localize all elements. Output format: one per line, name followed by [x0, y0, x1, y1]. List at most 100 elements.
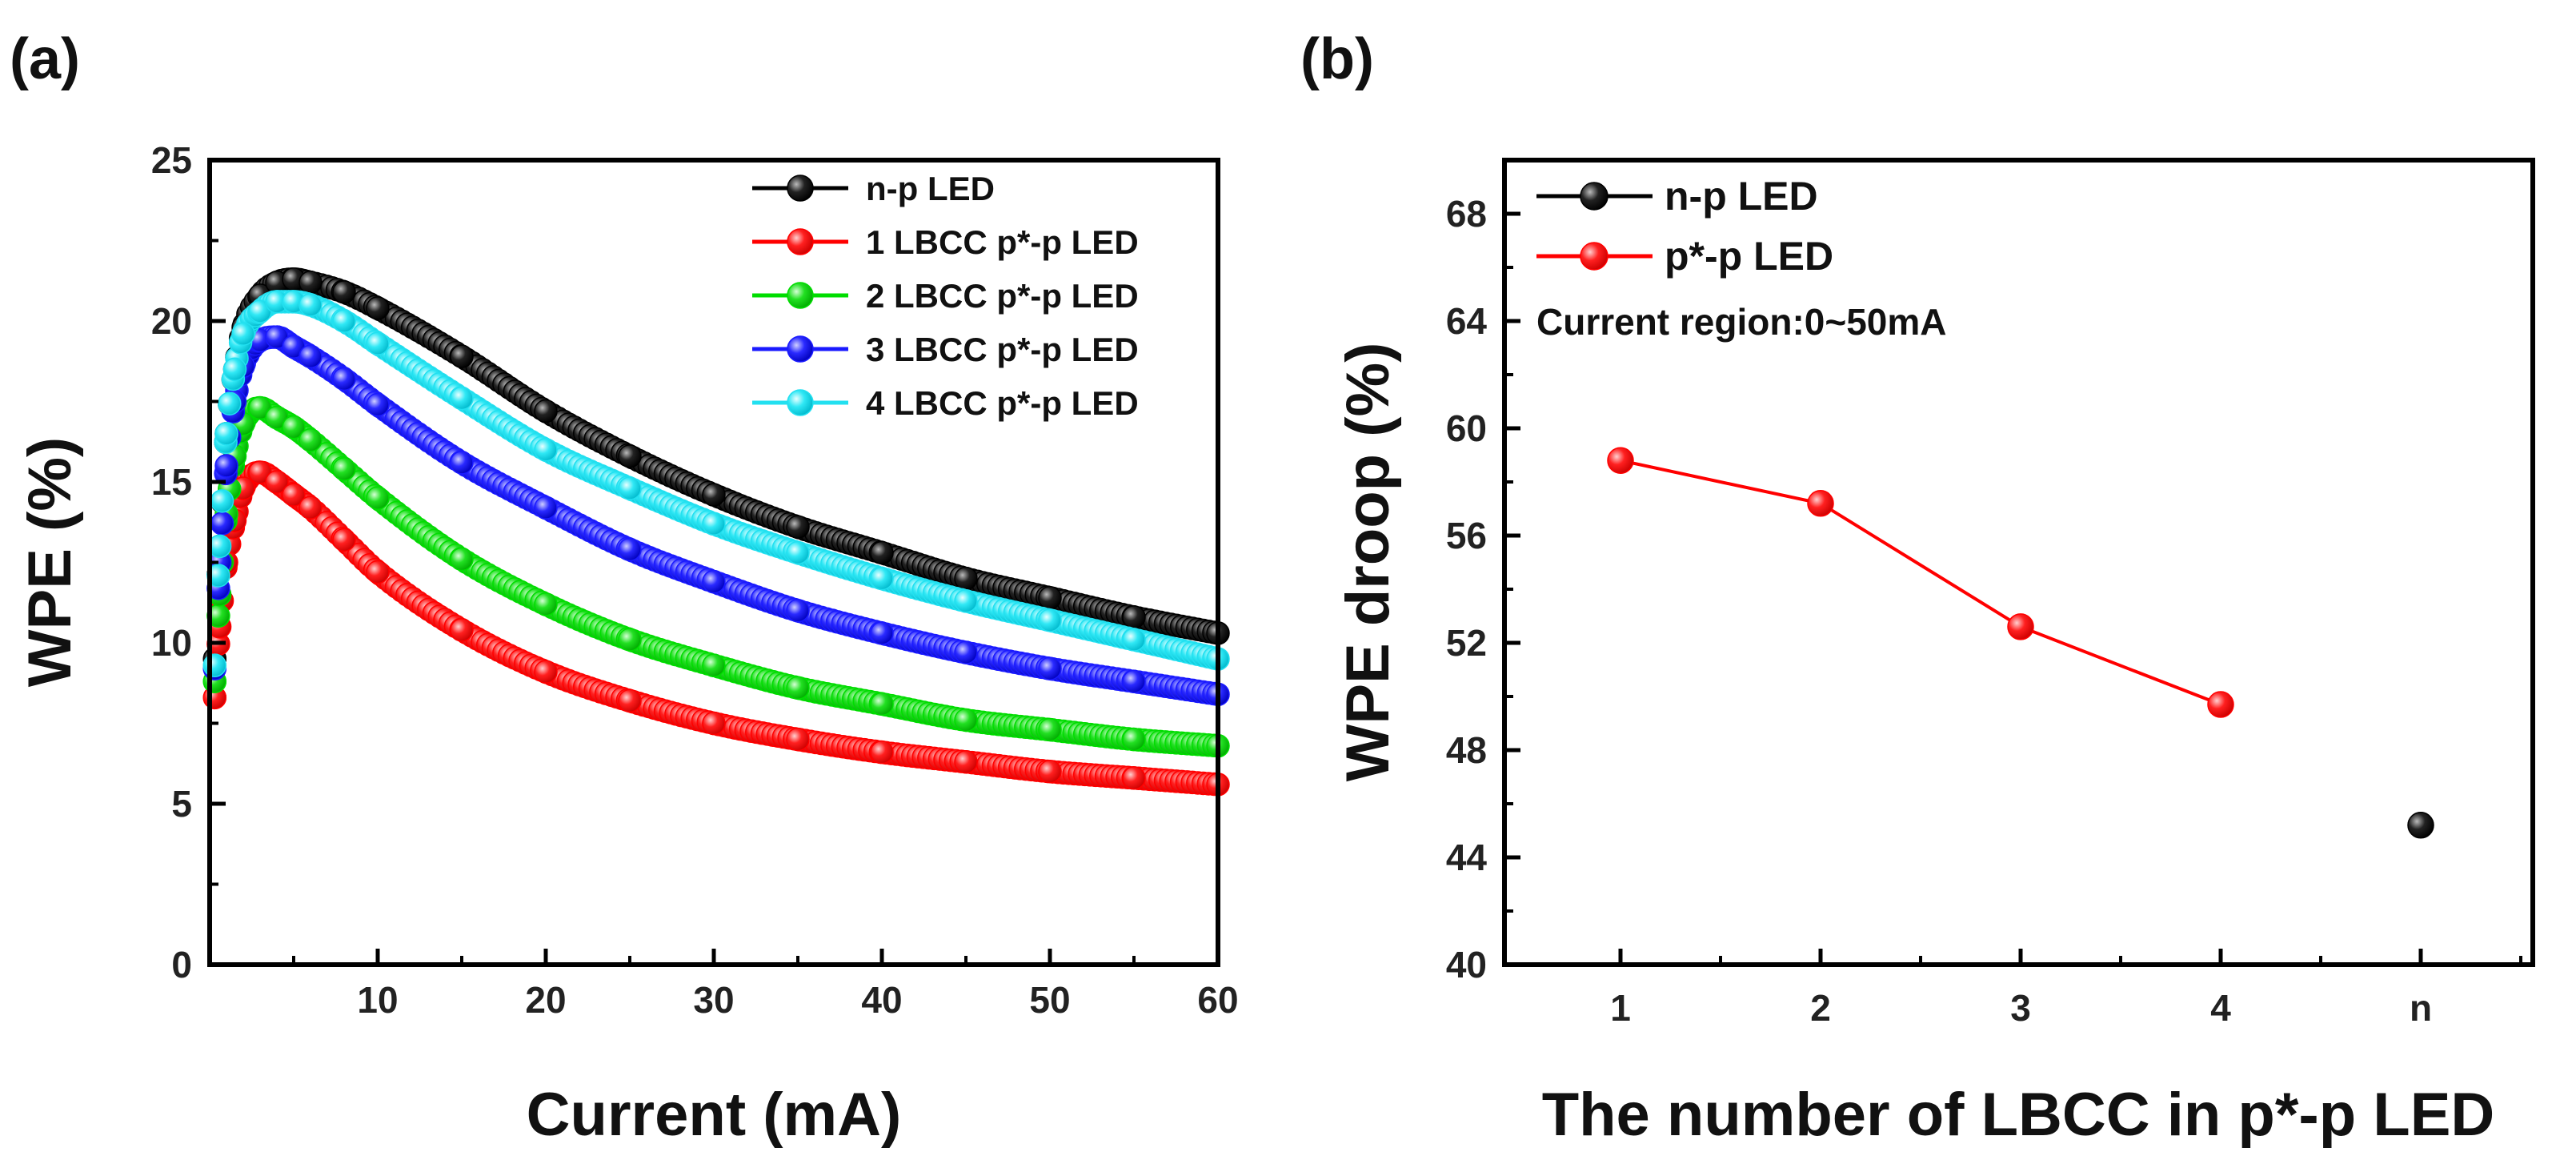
- a-legend-label: n-p LED: [866, 170, 995, 207]
- a-legend-item: n-p LED: [752, 170, 995, 207]
- b-y-tick-label: 40: [1446, 944, 1487, 985]
- a-data-point: n-p LED: 30 mA, 14.6%: [702, 483, 726, 507]
- a-data-point: n-p LED: 6 mA, 21.2%: [298, 271, 323, 295]
- a-legend-swatch-marker: [787, 335, 814, 363]
- a-x-tick-label: 40: [861, 979, 902, 1021]
- a-ticks: 10 20 30 40 50 60 0 5 10 15 20 25: [151, 139, 1239, 1021]
- a-data-point: 4 LBCC p*-p LED: 2 mA, 19.6%: [231, 322, 255, 346]
- a-data-point: n-p LED: 55 mA, 10.8%: [1122, 605, 1146, 629]
- a-data-point: 1 LBCC p*-p LED: 25 mA, 8.2%: [618, 688, 642, 713]
- a-y-tick-label: 25: [151, 139, 192, 181]
- a-data-point: 4 LBCC p*-p LED: 30 mA, 13.7%: [702, 512, 726, 536]
- a-data-point: n-p LED: 10 mA, 20.4%: [366, 296, 390, 320]
- a-x-tick-label: 20: [525, 979, 566, 1021]
- a-data-point: 3 LBCC p*-p LED: 8 mA, 18.2%: [332, 367, 356, 391]
- a-data-point: 4 LBCC p*-p LED: 25 mA, 14.8%: [618, 476, 642, 500]
- b-legend-label: n-p LED: [1665, 174, 1818, 219]
- a-legend-swatch-marker: [787, 175, 814, 202]
- b-legend: n-p LED p*-p LED: [1536, 174, 1833, 279]
- a-data-point: 1 LBCC p*-p LED: 35 mA, 7%: [786, 727, 810, 752]
- b-x-tick-label: 2: [1810, 987, 1831, 1029]
- a-series-5: 4 LBCC p*-p LED: 0.3 mA, 9.3% 4 LBCC p*-p…: [202, 290, 1230, 677]
- b-ticks: 40 44 48 52 56 60 64 68 1 2 3 4 n: [1446, 193, 2522, 1029]
- b-series-1: n-p LED: n, 45.2%: [2407, 812, 2434, 839]
- a-y-axis-title: WPE (%): [16, 437, 84, 687]
- a-data-point: n-p LED: 20 mA, 17.2%: [534, 399, 558, 423]
- a-data-point: 1 LBCC p*-p LED: 6 mA, 14.2%: [298, 496, 323, 520]
- a-data-point: 2 LBCC p*-p LED: 35 mA, 8.6%: [786, 676, 810, 700]
- a-data-point: 4 LBCC p*-p LED: 55 mA, 10.1%: [1122, 628, 1146, 652]
- b-legend-swatch-marker: [1580, 242, 1608, 271]
- a-data-point: 1 LBCC p*-p LED: 45 mA, 6.3%: [954, 749, 978, 774]
- b-y-tick-label: 48: [1446, 729, 1487, 771]
- a-data-point: 3 LBCC p*-p LED: 6 mA, 18.9%: [298, 344, 323, 368]
- a-data-point: 3 LBCC p*-p LED: 50 mA, 9.2%: [1038, 656, 1062, 680]
- a-data-point: 2 LBCC p*-p LED: 40 mA, 8.1%: [870, 692, 894, 716]
- a-data-point: 2 LBCC p*-p LED: 45 mA, 7.6%: [954, 708, 978, 733]
- b-data-point: p*-p LED: 3, 52.6%: [2007, 613, 2034, 640]
- b-x-tick-label: n: [2410, 987, 2432, 1029]
- b-annotation: Current region:0~50mA: [1536, 301, 1947, 343]
- b-series-2: p*-p LED: 1, 58.8% p*-p LED: 2, 57.2% p*-p…: [1607, 447, 2234, 718]
- a-data-point: 4 LBCC p*-p LED: 40 mA, 12%: [870, 566, 894, 591]
- plot-b: n-p LED: n, 45.2% p*-p LED: 1, 58.8%p*-p …: [1334, 158, 2535, 1149]
- a-data-point: 4 LBCC p*-p LED: 20 mA, 16%: [534, 438, 558, 462]
- a-data-point: 2 LBCC p*-p LED: 5 mA, 16.7%: [282, 415, 306, 440]
- b-legend-label: p*-p LED: [1665, 234, 1833, 279]
- b-data-point: n-p LED: n, 45.2%: [2407, 812, 2434, 839]
- a-y-tick-label: 0: [171, 944, 192, 985]
- a-data-point: n-p LED: 15 mA, 18.9%: [450, 344, 474, 368]
- b-legend-item: p*-p LED: [1536, 234, 1833, 279]
- a-data-point: 3 LBCC p*-p LED: 55 mA, 8.8%: [1122, 669, 1146, 693]
- b-y-tick-label: 44: [1446, 837, 1488, 878]
- a-data-point: n-p LED: 8 mA, 20.9%: [332, 280, 356, 304]
- a-legend-label: 1 LBCC p*-p LED: [866, 223, 1139, 261]
- a-legend-label: 3 LBCC p*-p LED: [866, 331, 1139, 368]
- b-plot-frame: [1502, 158, 2535, 967]
- b-data-point: p*-p LED: 4, 49.7%: [2207, 691, 2234, 718]
- a-data-point: 3 LBCC p*-p LED: 10 mA, 17.4%: [366, 392, 390, 417]
- a-data-point: 4 LBCC p*-p LED: 15 mA, 17.6%: [450, 386, 474, 411]
- a-data-point: 3 LBCC p*-p LED: 45 mA, 9.7%: [954, 640, 978, 664]
- a-data-point: 3 LBCC p*-p LED: 20 mA, 14.2%: [534, 496, 558, 520]
- panel-label-a: (a): [10, 27, 80, 91]
- a-data-point: 3 LBCC p*-p LED: 1 mA, 15.5%: [214, 454, 238, 478]
- a-data-point: 1 LBCC p*-p LED: 8 mA, 13.2%: [332, 528, 356, 552]
- b-series-line: [1620, 459, 2221, 706]
- a-data-point: n-p LED: 40 mA, 12.8%: [870, 540, 894, 565]
- a-data-point: 4 LBCC p*-p LED: 1 mA, 16.5%: [214, 421, 238, 446]
- a-legend-label: 2 LBCC p*-p LED: [866, 277, 1139, 315]
- a-legend-label: 4 LBCC p*-p LED: [866, 384, 1139, 422]
- a-data-point: 1 LBCC p*-p LED: 4 mA, 15%: [265, 470, 289, 494]
- b-y-tick-label: 68: [1446, 193, 1487, 235]
- a-x-tick-label: 30: [693, 979, 734, 1021]
- b-y-tick-label: 64: [1446, 300, 1488, 342]
- a-legend-swatch-marker: [787, 389, 814, 416]
- a-data-point: 2 LBCC p*-p LED: 8 mA, 15.4%: [332, 457, 356, 481]
- a-data-point: 2 LBCC p*-p LED: 15 mA, 12.6%: [450, 547, 474, 572]
- a-legend-swatch-marker: [787, 228, 814, 255]
- a-data-point: 2 LBCC p*-p LED: 25 mA, 10.1%: [618, 628, 642, 652]
- a-data-point: 1 LBCC p*-p LED: 50 mA, 6%: [1038, 760, 1062, 784]
- b-series-layer: n-p LED: n, 45.2% p*-p LED: 1, 58.8%p*-p …: [1607, 447, 2434, 839]
- a-data-point: n-p LED: 35 mA, 13.6%: [786, 515, 810, 540]
- a-data-point: [218, 391, 242, 415]
- a-data-point: 4 LBCC p*-p LED: 45 mA, 11.3%: [954, 588, 978, 613]
- b-x-tick-label: 3: [2010, 987, 2031, 1029]
- a-data-point: 2 LBCC p*-p LED: 30 mA, 9.3%: [702, 653, 726, 677]
- a-data-point: 2 LBCC p*-p LED: 6 mA, 16.3%: [298, 427, 323, 452]
- a-data-point: 4 LBCC p*-p LED: 1.5 mA, 18.5%: [222, 357, 247, 382]
- a-x-tick-label: 50: [1029, 979, 1070, 1021]
- plot-a: n-p LED: 0.3 mA, 9.5%n-p LED: 0.6 mA, 13…: [16, 139, 1239, 1149]
- b-x-tick-label: 1: [1610, 987, 1631, 1029]
- a-data-point: [210, 489, 234, 513]
- a-legend-item: 4 LBCC p*-p LED: [752, 384, 1139, 422]
- panel-label-b: (b): [1300, 27, 1374, 91]
- a-data-point: 2 LBCC p*-p LED: 55 mA, 7%: [1122, 727, 1146, 752]
- a-series-3: 2 LBCC p*-p LED: 0.3 mA, 8.8%2 LBCC p*-p…: [202, 395, 1230, 758]
- a-legend: n-p LED 1 LBCC p*-p LED 2 LBCC p*-p LED 3 L…: [752, 170, 1139, 422]
- a-data-point: n-p LED: 50 mA, 11.4%: [1038, 585, 1062, 610]
- a-x-tick-label: 60: [1197, 979, 1238, 1021]
- a-data-point: 4 LBCC p*-p LED: 50 mA, 10.7%: [1038, 608, 1062, 632]
